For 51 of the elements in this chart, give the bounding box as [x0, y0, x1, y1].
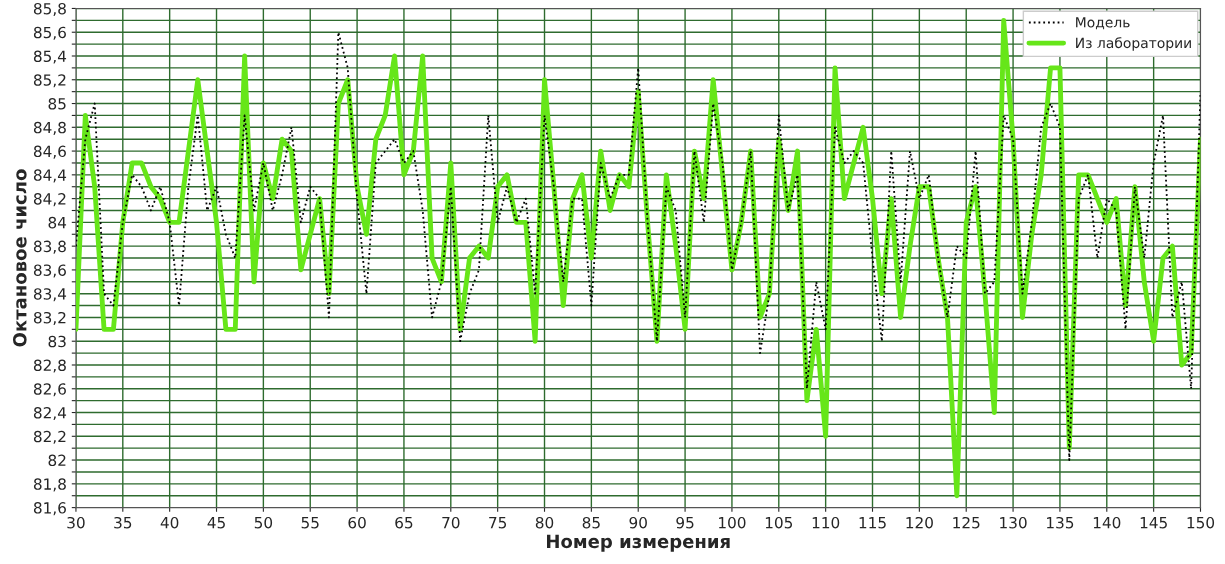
legend-label: Из лаборатории: [1076, 37, 1191, 51]
x-tick-label: 80: [535, 516, 554, 529]
y-tick-label: 83,8: [33, 240, 66, 254]
x-tick-label: 130: [1000, 516, 1027, 529]
x-tick-label: 95: [676, 516, 694, 529]
y-tick-label: 84,2: [33, 193, 66, 207]
y-tick-label: 85,2: [33, 74, 66, 88]
x-tick-label: 75: [489, 517, 507, 529]
x-tick-label: 30: [67, 516, 85, 529]
y-tick-label: 82,2: [33, 430, 66, 444]
y-tick-label: 83,6: [33, 264, 66, 278]
y-tick-label: 84,4: [33, 169, 67, 183]
x-tick-label: 85: [582, 516, 600, 529]
x-tick-label: 35: [114, 516, 132, 529]
y-tick-label: 82,4: [33, 406, 67, 421]
y-tick-label: 84,8: [33, 121, 66, 135]
x-tick-label: 65: [395, 516, 413, 529]
x-tick-label: 125: [953, 516, 980, 529]
x-tick-label: 70: [442, 516, 460, 529]
y-tick-label: 82: [48, 454, 66, 467]
x-tick-label: 145: [1140, 517, 1167, 529]
x-tick-label: 60: [348, 516, 366, 529]
y-tick-label: 83: [48, 335, 66, 348]
y-tick-label: 81,6: [33, 502, 66, 516]
x-tick-label: 40: [160, 516, 179, 529]
y-axis-title: Октановое число: [12, 169, 27, 347]
y-tick-label: 81,8: [33, 478, 66, 492]
x-tick-label: 115: [859, 517, 886, 529]
x-tick-label: 120: [906, 516, 933, 529]
y-tick-label: 84,6: [33, 145, 66, 159]
y-tick-label: 85: [48, 98, 66, 110]
y-tick-label: 85,4: [33, 50, 67, 64]
y-tick-label: 83,2: [33, 311, 66, 326]
x-tick-label: 150: [1187, 516, 1215, 529]
x-tick-label: 55: [301, 517, 319, 529]
x-tick-label: 90: [629, 516, 647, 529]
x-tick-label: 50: [254, 516, 273, 529]
y-tick-label: 82,8: [33, 359, 66, 373]
x-tick-label: 135: [1047, 516, 1074, 529]
x-tick-label: 105: [765, 516, 793, 529]
y-tick-label: 82,6: [33, 383, 66, 397]
x-tick-label: 140: [1093, 516, 1121, 529]
x-axis-title: Номер измерения: [547, 534, 730, 552]
y-tick-label: 83,4: [33, 288, 67, 302]
y-tick-label: 85,6: [33, 26, 66, 40]
legend-label: Модель: [1076, 17, 1130, 30]
y-tick-label: 84: [48, 216, 67, 229]
y-tick-label: 85,8: [33, 2, 66, 17]
x-tick-label: 45: [207, 517, 225, 529]
x-tick-label: 110: [812, 516, 840, 529]
x-tick-label: 100: [719, 516, 746, 529]
